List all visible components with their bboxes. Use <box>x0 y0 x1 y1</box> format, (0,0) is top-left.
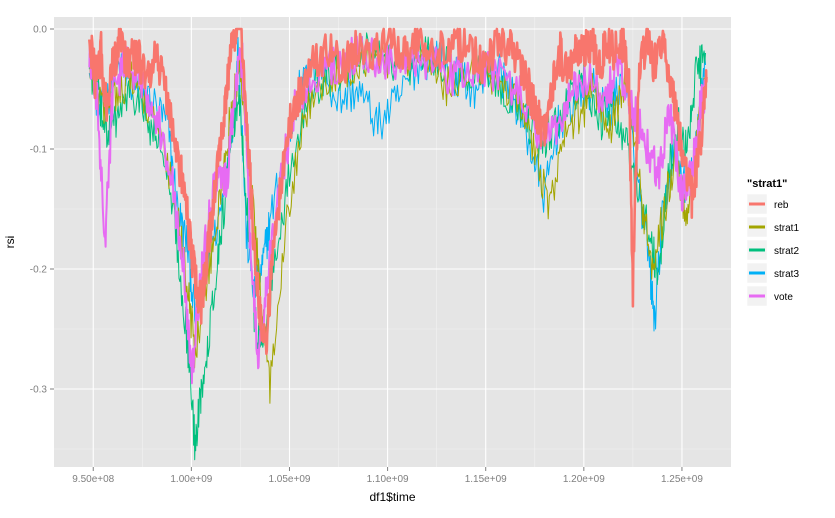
y-axis-title: rsi <box>3 236 17 249</box>
y-axis-ticks: 0.0 -0.1 -0.2 -0.3 <box>30 25 54 396</box>
legend-title: "strat1" <box>747 178 787 190</box>
x-tick-label: 1.00e+09 <box>170 474 212 485</box>
x-tick-label: 1.10e+09 <box>367 474 409 485</box>
series-lines <box>88 27 708 461</box>
x-tick-label: 9.50e+08 <box>72 474 114 485</box>
legend-label-reb: reb <box>774 200 789 211</box>
x-tick-label: 1.25e+09 <box>661 474 703 485</box>
series-line-reb <box>88 27 708 356</box>
series-line-strat1 <box>88 40 706 404</box>
legend-label-vote: vote <box>774 292 793 303</box>
y-tick-label: 0.0 <box>33 25 47 36</box>
legend-label-strat2: strat2 <box>774 246 799 257</box>
x-tick-label: 1.15e+09 <box>465 474 507 485</box>
y-tick-label: -0.3 <box>30 385 48 396</box>
x-axis-title: df1$time <box>369 490 415 504</box>
legend-label-strat3: strat3 <box>774 269 799 280</box>
x-tick-label: 1.05e+09 <box>268 474 310 485</box>
x-tick-label: 1.20e+09 <box>563 474 605 485</box>
x-axis-ticks: 9.50e+08 1.00e+09 1.05e+09 1.10e+09 1.15e+09… <box>72 467 703 485</box>
legend-items: reb strat1 strat2 strat3 vote <box>746 193 799 307</box>
y-tick-label: -0.1 <box>30 145 48 156</box>
legend-label-strat1: strat1 <box>774 223 799 234</box>
y-tick-label: -0.2 <box>30 265 48 276</box>
legend: "strat1" reb strat1 strat2 strat3 vote <box>746 178 799 307</box>
